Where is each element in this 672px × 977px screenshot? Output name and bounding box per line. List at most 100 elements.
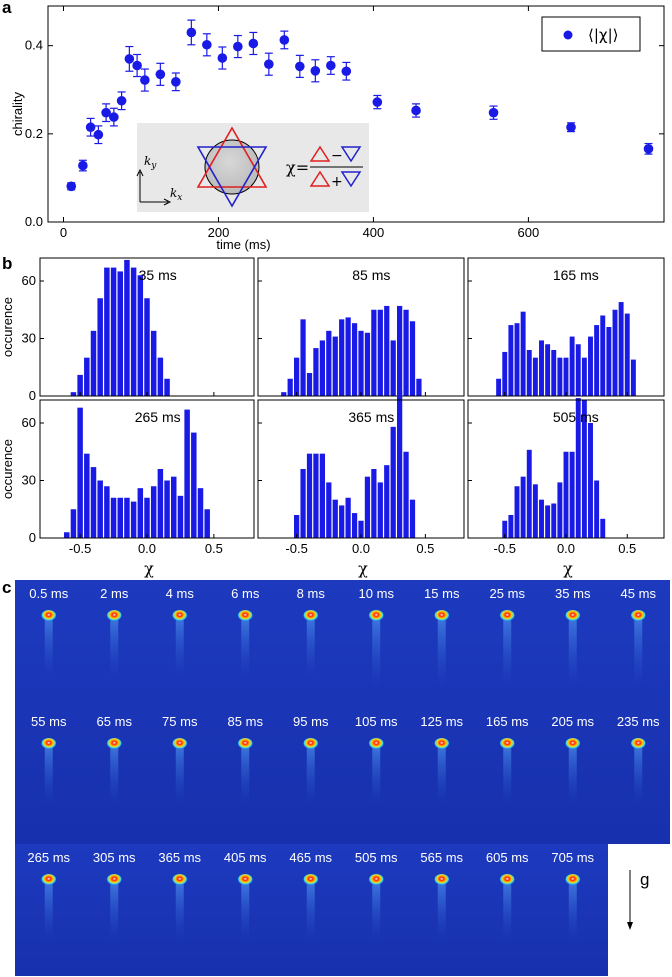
histogram-bar — [371, 469, 377, 538]
y-tick-label: 0 — [29, 388, 36, 403]
histogram-bar — [90, 467, 97, 538]
histogram-time-label: 365 ms — [348, 409, 394, 425]
image-cell: 10 ms — [359, 586, 394, 688]
atom-cloud — [106, 738, 122, 750]
image-cell: 2 ms — [100, 586, 129, 678]
data-point — [116, 95, 127, 106]
image-cell: 565 ms — [420, 850, 464, 942]
atom-cloud — [565, 738, 581, 750]
formula-up-triangle-1 — [309, 145, 331, 162]
data-point — [488, 107, 499, 118]
atom-cloud-streak — [568, 618, 577, 688]
histogram-bar — [313, 453, 319, 538]
image-time-label: 365 ms — [158, 850, 201, 865]
x-tick-label: -0.5 — [285, 541, 307, 556]
x-axis-label: χ — [563, 559, 573, 578]
y-axis-label: occurence — [0, 439, 15, 499]
histogram-bar — [384, 465, 390, 538]
image-time-label: 2 ms — [100, 586, 129, 601]
histogram-bar — [358, 520, 364, 538]
histogram-bar — [137, 275, 144, 396]
atom-cloud-streak — [241, 882, 250, 942]
legend: ⟨|χ|⟩ — [541, 16, 641, 52]
histogram-bar — [508, 325, 514, 396]
atom-cloud — [172, 738, 188, 750]
y-tick-label: 0 — [29, 530, 36, 545]
data-point — [186, 27, 197, 38]
histogram-bar — [144, 298, 150, 396]
image-time-label: 105 ms — [355, 714, 398, 729]
x-tick-label: 0.5 — [416, 541, 434, 556]
image-time-label: 405 ms — [224, 850, 267, 865]
histogram-bar — [526, 449, 532, 538]
histogram-time-label: 265 ms — [135, 409, 181, 425]
atom-cloud — [499, 738, 515, 750]
histogram-bar — [545, 505, 551, 538]
image-time-label: 4 ms — [166, 586, 195, 601]
histogram-bar — [364, 332, 371, 396]
panel-label-c: c — [2, 578, 12, 597]
data-point — [101, 107, 111, 118]
atom-cloud-streak — [568, 746, 577, 806]
image-time-label: 35 ms — [555, 586, 591, 601]
atom-cloud-streak — [306, 882, 315, 942]
histogram-bar — [630, 359, 636, 396]
atom-cloud — [368, 874, 384, 886]
data-point — [140, 75, 150, 85]
histogram-time-label: 35 ms — [139, 267, 177, 283]
x-axis-label: χ — [358, 559, 368, 578]
data-point — [264, 59, 274, 69]
data-point — [295, 61, 305, 72]
image-cell: 305 ms — [93, 850, 136, 942]
absorption-image-grid: 0.5 ms 2 ms 4 ms 6 ms 8 ms 10 ms 15 ms 25 ms 35 … — [15, 580, 670, 976]
atom-cloud-streak — [372, 746, 381, 806]
histogram-bar — [618, 302, 624, 396]
histogram-bar — [294, 357, 300, 396]
data-point — [66, 181, 77, 192]
data-point — [233, 41, 243, 52]
histogram-bar — [164, 378, 170, 396]
histogram-bar — [351, 513, 358, 538]
x-axis-label: χ — [144, 559, 154, 578]
data-point — [93, 129, 104, 140]
image-cell: 265 ms — [27, 850, 71, 942]
atom-cloud-streak — [110, 746, 119, 806]
atom-cloud-streak — [634, 618, 643, 688]
histogram-bar — [157, 469, 164, 538]
histogram-bar — [319, 340, 325, 396]
image-time-label: 8 ms — [297, 586, 326, 601]
image-cell: 8 ms — [297, 586, 326, 678]
atom-cloud-streak — [175, 746, 184, 806]
atom-cloud-streak — [306, 618, 315, 678]
chirality-vs-time-chart: 0 200 400 600 0.0 0.2 0.4 time (ms) chirality ky… — [10, 5, 665, 252]
histogram-505-ms: -0.5 0.0 0.5 505 ms χ — [467, 398, 665, 578]
histogram-85-ms: 85 ms — [257, 257, 465, 397]
histogram-bar — [508, 515, 514, 538]
atom-cloud-streak — [437, 882, 446, 942]
up-triangle-red — [196, 126, 268, 188]
data-point — [132, 60, 142, 71]
data-point — [171, 77, 181, 87]
atom-cloud — [41, 874, 57, 886]
histogram-bar — [287, 378, 293, 396]
histogram-bar — [569, 336, 575, 396]
image-cell: 125 ms — [420, 714, 464, 806]
atom-cloud-streak — [44, 618, 53, 678]
atom-cloud — [434, 610, 450, 622]
histogram-bar — [300, 469, 306, 538]
histogram-bar — [588, 423, 593, 538]
image-cell: 85 ms — [228, 714, 263, 806]
histogram-bar — [339, 319, 345, 396]
histogram-bar — [117, 497, 123, 538]
histogram-bar — [177, 495, 184, 538]
panel-label-b: b — [2, 254, 13, 273]
image-cell: 405 ms — [224, 850, 267, 942]
histogram-bar — [104, 486, 110, 538]
data-point — [372, 97, 383, 107]
image-cell: 95 ms — [293, 714, 329, 806]
data-point — [109, 112, 119, 122]
atom-cloud — [565, 874, 581, 886]
histogram-bar — [184, 409, 190, 538]
image-time-label: 305 ms — [93, 850, 136, 865]
atom-cloud-streak — [503, 882, 512, 942]
